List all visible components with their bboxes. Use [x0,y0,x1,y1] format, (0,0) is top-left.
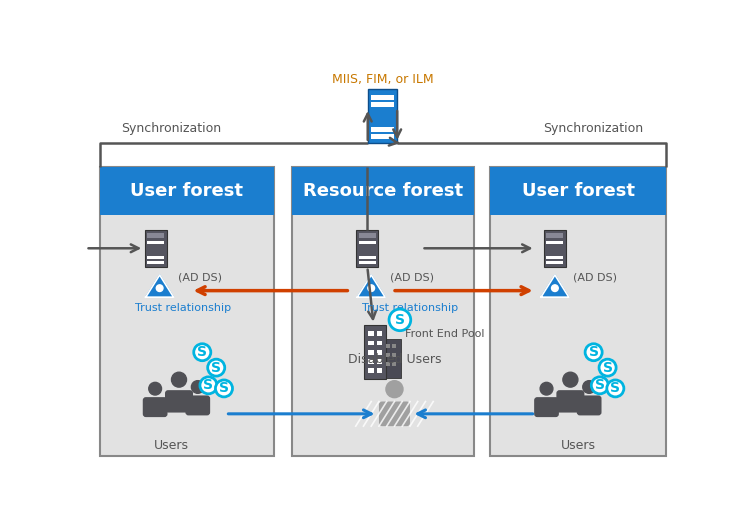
FancyBboxPatch shape [386,362,390,366]
Text: S: S [589,345,598,359]
FancyBboxPatch shape [546,256,563,259]
FancyBboxPatch shape [359,256,376,259]
FancyBboxPatch shape [557,390,584,413]
FancyBboxPatch shape [368,332,374,336]
Text: (AD DS): (AD DS) [390,272,434,282]
FancyBboxPatch shape [359,261,376,263]
Text: Resource forest: Resource forest [303,183,463,200]
Circle shape [386,381,403,398]
FancyBboxPatch shape [371,102,394,107]
Text: S: S [610,381,620,395]
Circle shape [540,382,553,395]
Text: User forest: User forest [521,183,635,200]
FancyBboxPatch shape [534,397,559,417]
FancyBboxPatch shape [165,390,193,413]
Text: S: S [203,378,214,393]
Circle shape [200,377,217,394]
FancyBboxPatch shape [546,233,563,238]
Circle shape [563,372,578,387]
FancyBboxPatch shape [577,396,601,415]
Text: User forest: User forest [130,183,244,200]
FancyBboxPatch shape [371,134,394,139]
FancyBboxPatch shape [376,368,382,373]
Text: Users: Users [561,439,595,452]
Text: Front End Pool: Front End Pool [405,329,484,339]
FancyBboxPatch shape [392,344,396,348]
Polygon shape [146,275,173,297]
FancyBboxPatch shape [379,402,410,426]
Circle shape [592,377,608,394]
Text: (AD DS): (AD DS) [179,272,223,282]
FancyBboxPatch shape [546,261,563,263]
FancyBboxPatch shape [371,127,394,132]
Circle shape [583,381,595,394]
FancyBboxPatch shape [371,95,394,99]
Text: S: S [395,313,405,327]
Text: Disabled Users: Disabled Users [347,353,441,366]
FancyBboxPatch shape [376,350,382,354]
FancyBboxPatch shape [385,339,401,378]
Circle shape [607,380,624,397]
FancyBboxPatch shape [292,168,474,456]
FancyBboxPatch shape [544,230,565,267]
Text: S: S [595,378,605,393]
FancyBboxPatch shape [386,353,390,357]
FancyBboxPatch shape [143,397,167,417]
Circle shape [172,372,187,387]
FancyBboxPatch shape [359,233,376,238]
FancyBboxPatch shape [490,168,666,456]
Circle shape [193,344,211,361]
FancyBboxPatch shape [359,241,376,244]
FancyBboxPatch shape [145,230,167,267]
Circle shape [156,285,163,291]
FancyBboxPatch shape [147,256,164,259]
FancyBboxPatch shape [376,341,382,345]
Circle shape [215,380,232,397]
Polygon shape [541,275,568,297]
Text: S: S [219,381,229,395]
FancyBboxPatch shape [392,362,396,366]
Text: (AD DS): (AD DS) [574,272,618,282]
Text: Trust relationship: Trust relationship [134,303,231,313]
FancyBboxPatch shape [368,89,397,143]
Text: Trust relationship: Trust relationship [362,303,458,313]
Text: Synchronization: Synchronization [544,122,644,135]
FancyBboxPatch shape [292,168,474,215]
FancyBboxPatch shape [392,353,396,357]
Circle shape [368,285,374,291]
Text: MIIS, FIM, or ILM: MIIS, FIM, or ILM [332,72,433,86]
FancyBboxPatch shape [376,359,382,364]
Polygon shape [357,275,385,297]
FancyBboxPatch shape [147,261,164,263]
Text: Users: Users [154,439,189,452]
FancyBboxPatch shape [368,350,374,354]
Text: S: S [197,345,207,359]
FancyBboxPatch shape [386,344,390,348]
Circle shape [585,344,602,361]
FancyBboxPatch shape [376,332,382,336]
Text: S: S [603,361,613,375]
Circle shape [551,285,558,291]
Text: Synchronization: Synchronization [121,122,221,135]
FancyBboxPatch shape [356,230,378,267]
FancyBboxPatch shape [490,168,666,215]
Circle shape [389,309,411,331]
FancyBboxPatch shape [365,325,386,379]
FancyBboxPatch shape [99,168,274,456]
FancyBboxPatch shape [368,359,374,364]
FancyBboxPatch shape [546,241,563,244]
Circle shape [599,359,616,376]
Circle shape [149,382,161,395]
FancyBboxPatch shape [185,396,210,415]
Circle shape [208,359,225,376]
FancyBboxPatch shape [99,168,274,215]
FancyBboxPatch shape [368,368,374,373]
FancyBboxPatch shape [368,341,374,345]
Circle shape [191,381,204,394]
Text: S: S [211,361,221,375]
FancyBboxPatch shape [147,233,164,238]
FancyBboxPatch shape [147,241,164,244]
